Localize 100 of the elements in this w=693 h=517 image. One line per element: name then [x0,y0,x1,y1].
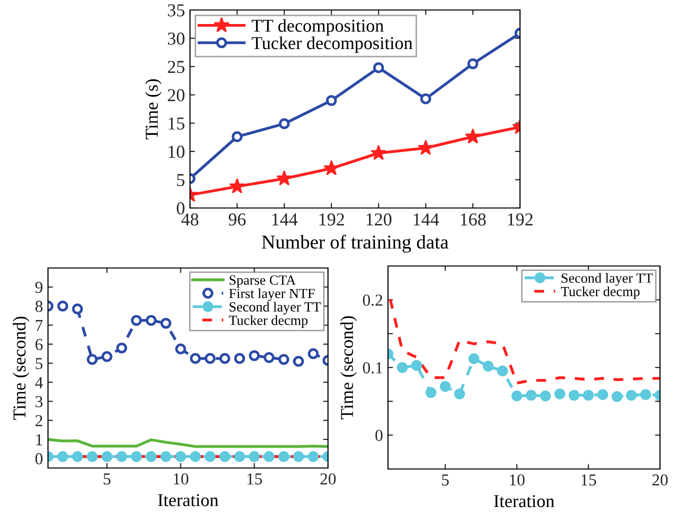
y-tick-label: 0.1 [362,362,382,374]
point [554,388,566,400]
point [102,351,112,362]
point [57,300,68,312]
point [160,451,172,462]
point [232,131,243,142]
x-tick-label: 15 [582,474,596,486]
point [497,365,508,376]
point [190,353,201,364]
x-tick-label: 96 [228,213,246,226]
point [612,391,622,402]
y-axis-title: Time (second) [12,316,30,420]
point [418,140,434,155]
x-tick-label: 144 [272,213,298,226]
point [204,353,216,364]
x-tick-label: 20 [320,473,336,485]
point [146,314,157,326]
x-tick-label: 192 [319,213,344,226]
y-tick-label: 30 [168,32,184,45]
point [308,348,319,360]
y-tick-label: 2 [36,415,42,426]
y-tick-label: 15 [168,117,184,130]
y-tick-label: 3 [36,396,42,408]
x-axis-title: Iteration [158,494,218,506]
point [568,390,580,401]
point [597,389,608,400]
point [248,451,260,462]
x-axis-title: Number of training data [262,234,448,253]
y-tick-label: 5 [177,174,184,186]
legend-label: Tucker decomposition [252,36,412,53]
y-tick-label: 5 [36,358,42,370]
line-series [48,438,328,448]
point [264,451,274,462]
point [57,451,68,462]
point [426,387,436,398]
legend-label: Sparse CTA [230,275,296,288]
point [278,451,290,462]
y-tick-label: 25 [168,60,184,74]
point [293,451,304,462]
x-tick-label: 192 [508,213,533,226]
point [420,93,432,104]
y-tick-label: 7 [36,320,43,331]
x-axis-title: Iteration [494,495,554,508]
point [308,451,319,462]
point [219,451,230,462]
y-tick-label: 4 [35,377,43,388]
point [482,360,494,372]
legend-label: First layer NTF [229,288,315,302]
y-tick-label: 9 [35,282,42,293]
y-tick-label: 8 [35,300,43,312]
y-tick-label: 0.2 [362,294,382,306]
point [175,451,186,462]
point [131,451,142,462]
point [626,390,637,401]
point [411,360,422,371]
point [234,451,245,462]
point [190,451,201,462]
x-tick-label: 168 [460,213,486,226]
point [526,390,537,401]
y-tick-label: 0 [375,430,383,442]
point [72,304,83,314]
point [440,381,451,392]
x-tick-label: 48 [181,213,198,226]
point [229,178,246,194]
legend-label: Second layer TT [230,302,321,314]
point [396,362,408,373]
point [146,451,157,462]
point [86,354,98,365]
point [102,451,112,462]
x-tick-label: 5 [442,474,449,486]
point [454,388,465,400]
point [278,118,290,130]
point [464,128,481,144]
point [86,451,98,462]
legend-label: Tucker decmp [560,286,640,300]
point [264,352,274,363]
y-tick-label: 0 [176,202,184,214]
point [175,344,186,354]
point [293,356,304,367]
point [540,390,551,402]
y-tick-label: 20 [168,89,184,102]
y-tick-label: 0 [35,453,43,464]
y-tick-label: 1 [36,434,42,446]
point [370,144,387,160]
point [248,350,260,362]
x-tick-label: 5 [104,474,110,485]
point [467,58,478,70]
point [278,354,290,365]
point [204,451,216,462]
point [276,170,292,186]
x-tick-label: 144 [414,213,439,226]
x-tick-label: 10 [510,474,525,486]
point [373,62,384,74]
point [583,390,594,401]
point [160,318,172,329]
x-tick-label: 15 [247,473,262,485]
point [219,353,230,364]
point [326,95,337,106]
point [116,342,128,354]
y-tick-label: 35 [168,4,184,16]
